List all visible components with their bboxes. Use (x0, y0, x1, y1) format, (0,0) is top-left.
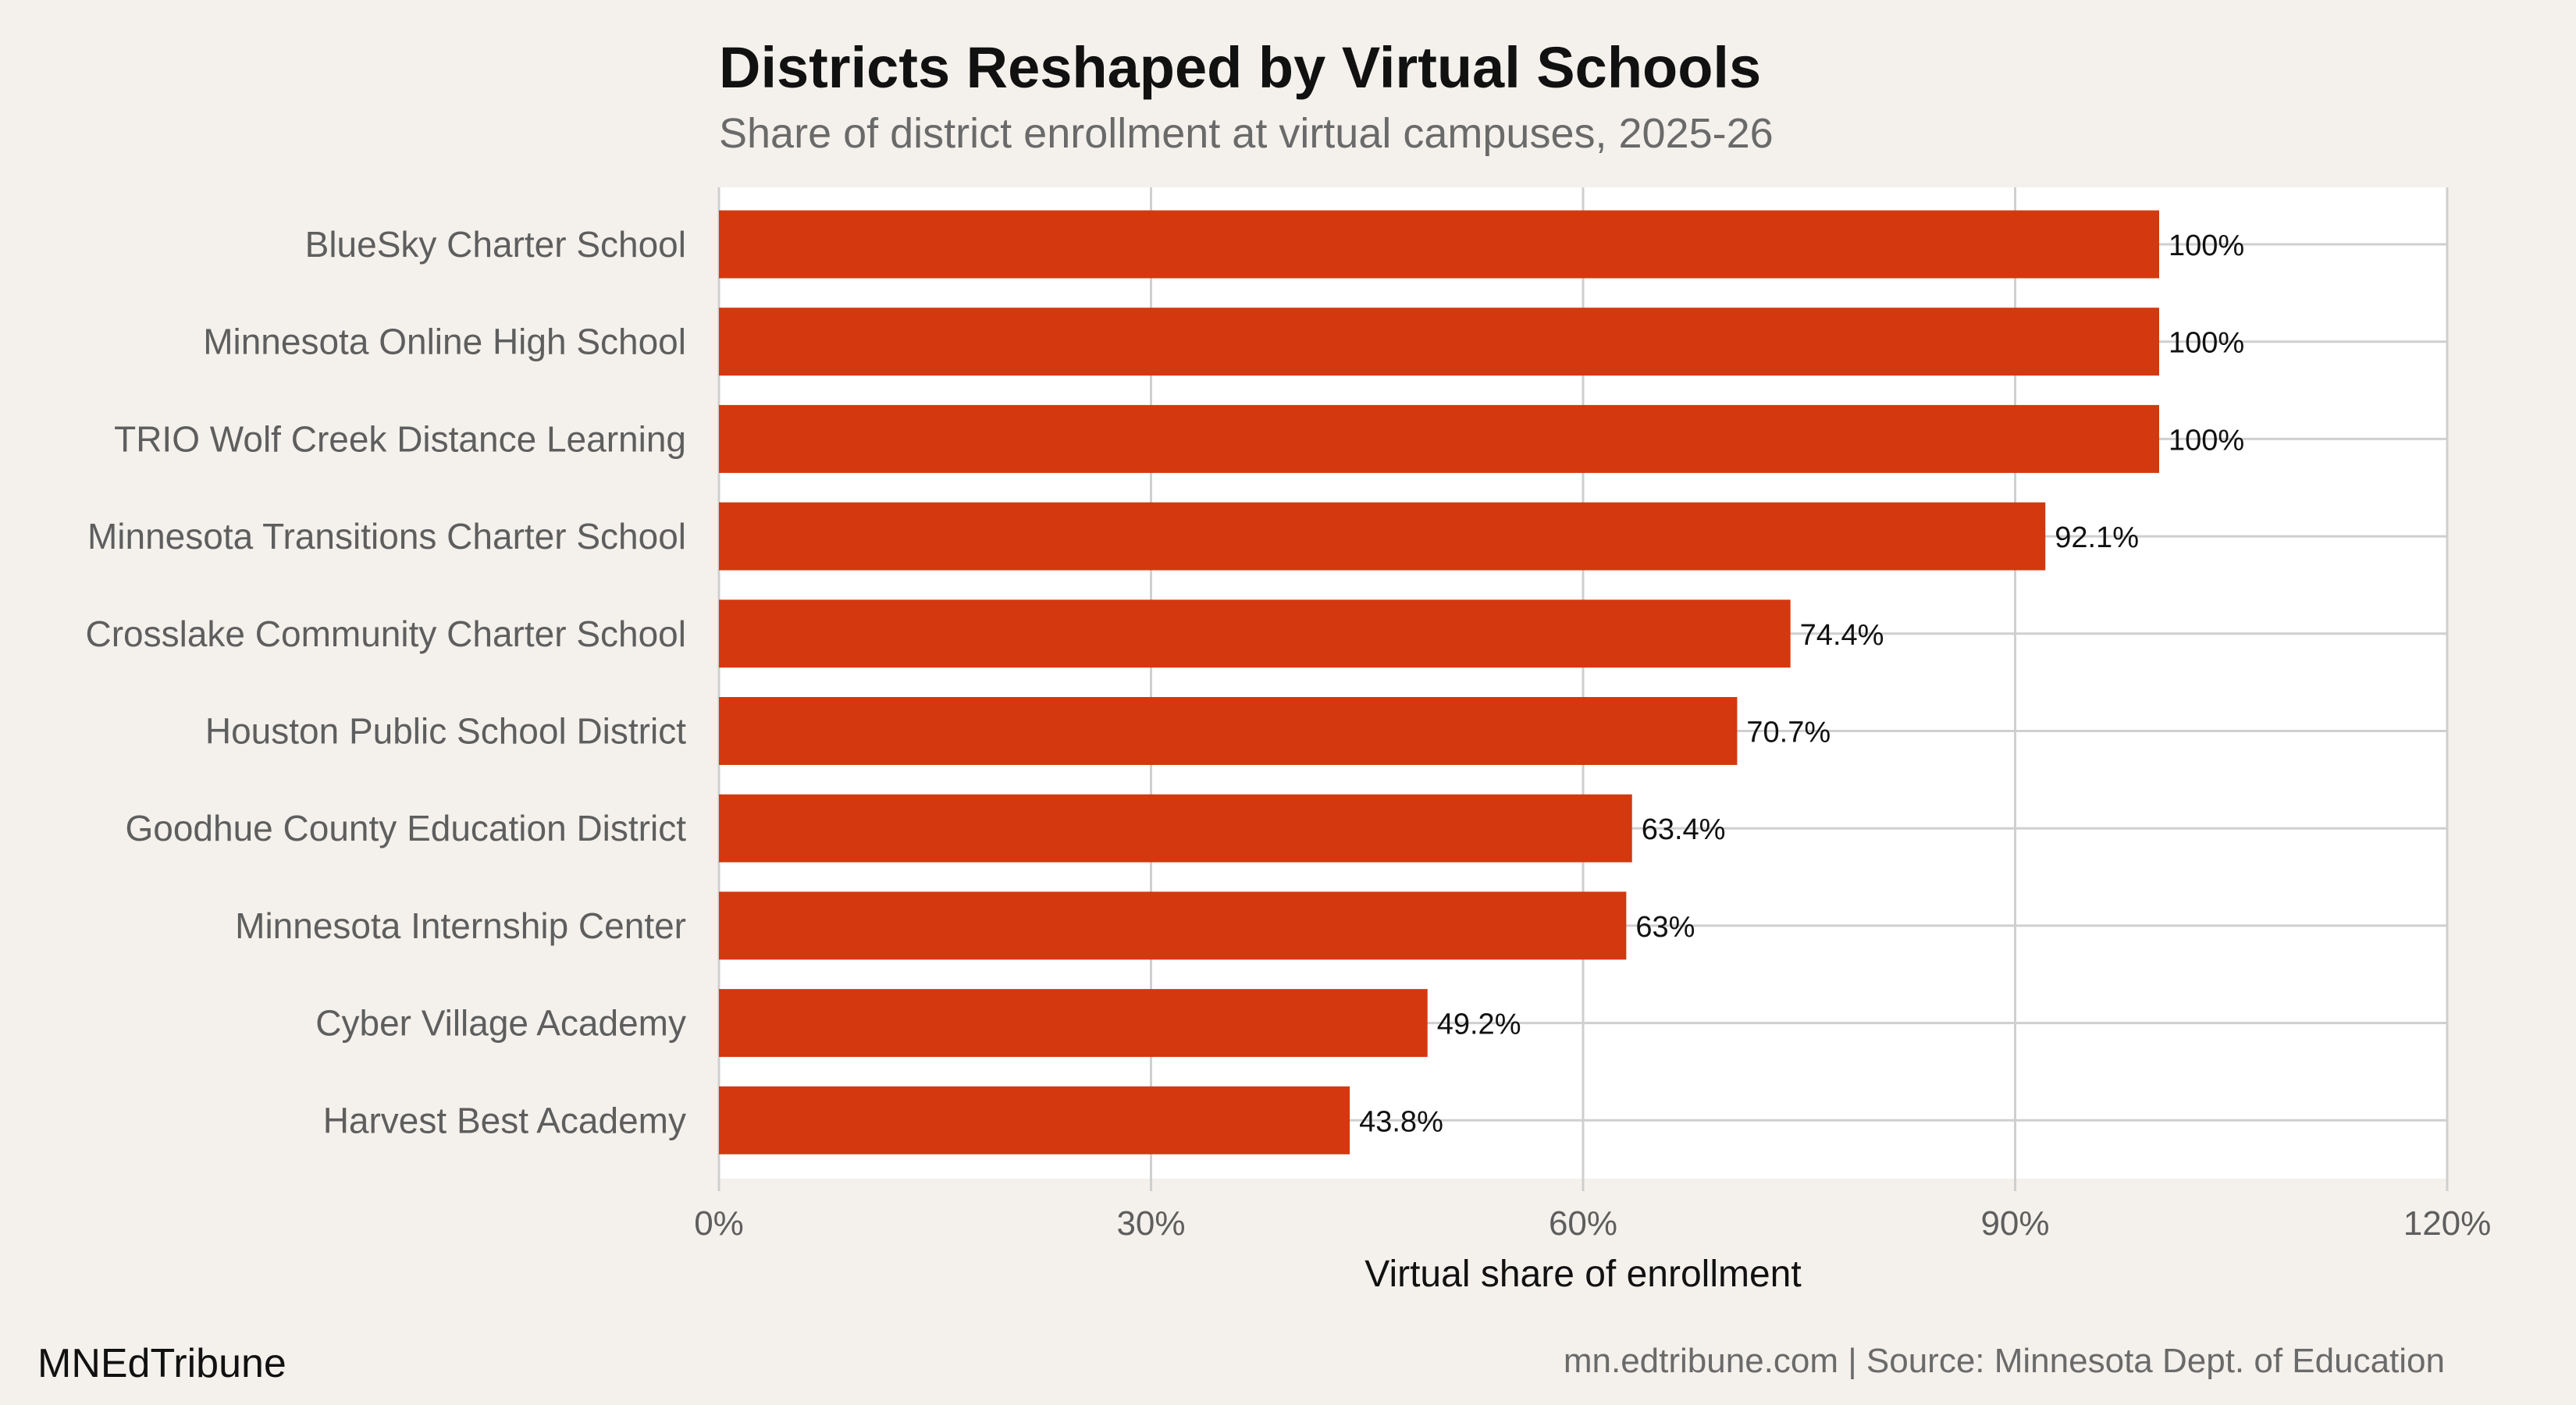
data-labels: 100% 100% 100% 92.1% 74.4% 70.7% 63.4% 63% 49.2%… (1359, 229, 2244, 1138)
category-label: BlueSky Charter School (305, 224, 686, 265)
bar (719, 308, 2159, 376)
x-tick-label: 90% (1980, 1204, 2049, 1243)
bar (719, 891, 1627, 960)
x-axis-ticks: 0% 30% 60% 90% 120% (694, 1179, 2491, 1243)
bar (719, 1086, 1350, 1154)
x-tick-label: 0% (694, 1204, 744, 1243)
bar (719, 794, 1632, 863)
bar (719, 502, 2046, 571)
data-label: 63.4% (1642, 813, 1726, 846)
category-labels: BlueSky Charter School Minnesota Online H… (86, 224, 687, 1140)
bar (719, 404, 2159, 473)
chart-title: Districts Reshaped by Virtual Schools (719, 35, 1761, 100)
category-label: Harvest Best Academy (323, 1100, 686, 1140)
bars (719, 210, 2159, 1154)
category-label: TRIO Wolf Creek Distance Learning (114, 418, 686, 459)
data-label: 100% (2169, 229, 2244, 262)
bar (719, 989, 1428, 1058)
category-label: Goodhue County Education District (125, 808, 686, 848)
x-tick-label: 120% (2403, 1204, 2492, 1243)
data-label: 49.2% (1437, 1008, 1521, 1041)
category-label: Minnesota Online High School (203, 322, 686, 362)
footer-brand: MNEdTribune (37, 1341, 286, 1386)
x-tick-label: 60% (1549, 1204, 1617, 1243)
category-label: Minnesota Transitions Charter School (87, 516, 686, 557)
category-label: Houston Public School District (205, 711, 686, 752)
bar (719, 599, 1791, 668)
data-label: 100% (2169, 327, 2244, 360)
bar (719, 210, 2159, 279)
data-label: 100% (2169, 424, 2244, 457)
chart-subtitle: Share of district enrollment at virtual … (719, 110, 1774, 157)
x-axis-title: Virtual share of enrollment (1364, 1254, 1801, 1295)
data-label: 63% (1635, 911, 1695, 944)
data-label: 43.8% (1359, 1105, 1443, 1138)
x-tick-label: 30% (1116, 1204, 1185, 1243)
footer-source: mn.edtribune.com | Source: Minnesota Dep… (1564, 1342, 2445, 1380)
data-label: 92.1% (2055, 521, 2139, 554)
bar (719, 697, 1738, 765)
category-label: Cyber Village Academy (315, 1003, 686, 1044)
category-label: Crosslake Community Charter School (86, 614, 687, 654)
data-label: 70.7% (1746, 717, 1831, 749)
category-label: Minnesota Internship Center (235, 905, 686, 946)
data-label: 74.4% (1800, 619, 1884, 652)
